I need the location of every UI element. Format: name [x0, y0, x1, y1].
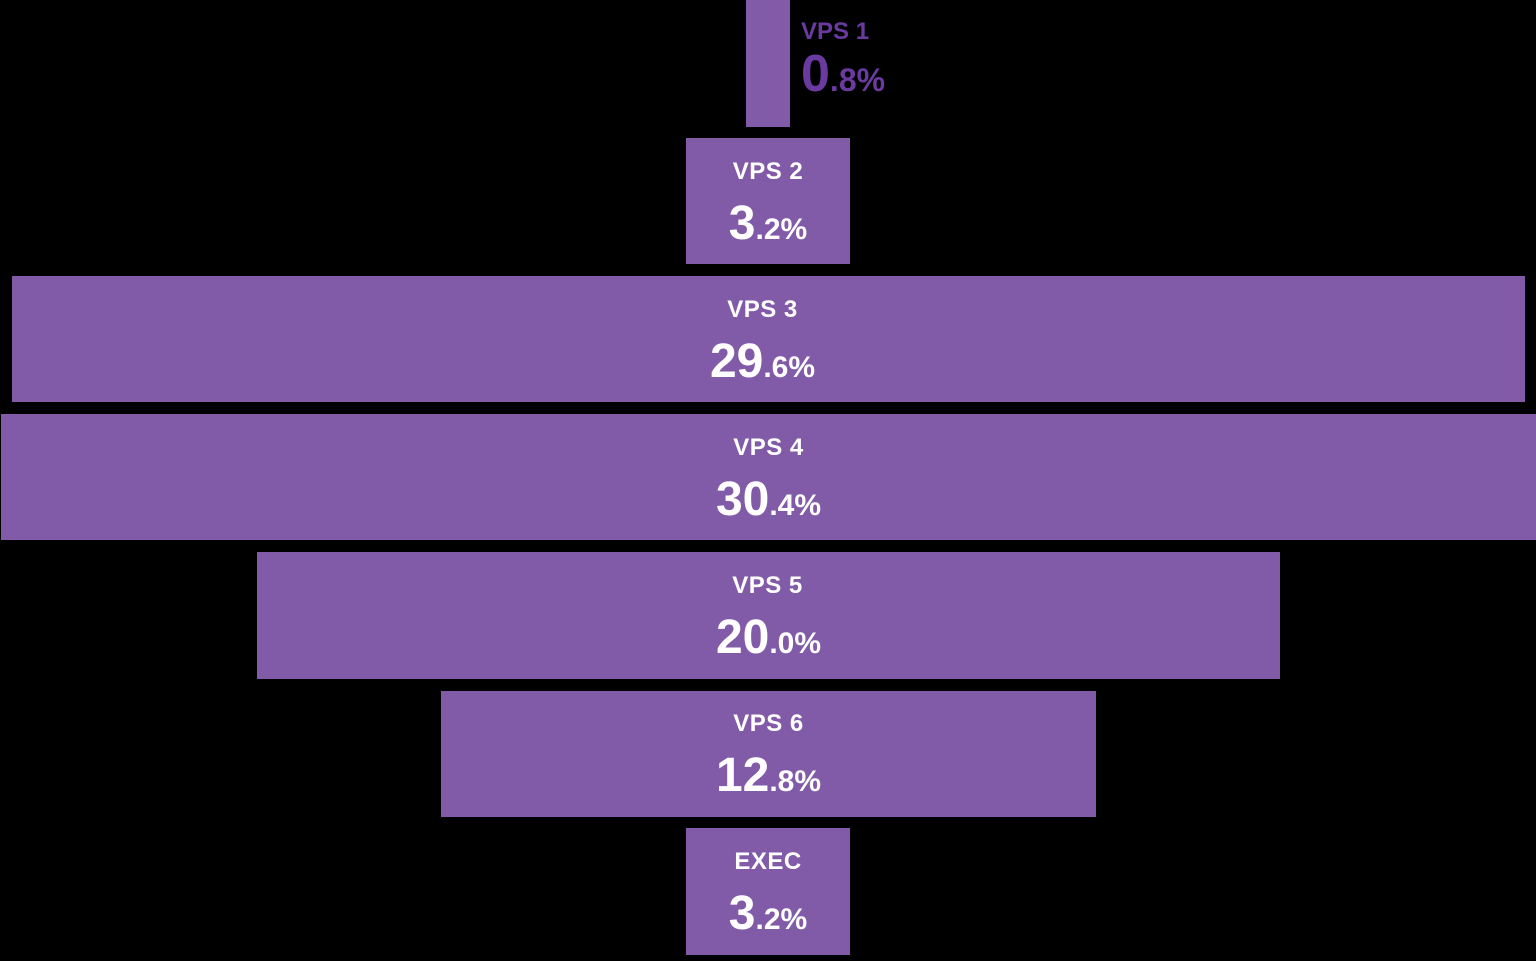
bar-vps5: VPS 5 20.0% — [257, 552, 1280, 679]
value-label: 3.2% — [728, 197, 808, 250]
category-name: VPS 4 — [733, 434, 804, 461]
bar-vps4: VPS 4 30.4% — [1, 414, 1536, 540]
bar-vps1 — [746, 0, 790, 127]
bar-exec: EXEC 3.2% — [686, 828, 850, 955]
value-label: 0.8% — [801, 45, 886, 103]
value-label: 3.2% — [728, 887, 808, 940]
category-name: EXEC — [734, 848, 802, 875]
category-name: VPS 5 — [732, 572, 803, 599]
category-name: VPS 6 — [733, 710, 804, 737]
value-label: 30.4% — [715, 473, 822, 526]
bar-vps6: VPS 6 12.8% — [441, 691, 1096, 817]
label-vps1: VPS 1 0.8% — [801, 18, 885, 106]
category-name: VPS 1 — [801, 18, 870, 45]
category-name: VPS 2 — [732, 158, 804, 185]
value-label: 20.0% — [715, 611, 822, 664]
value-label: 12.8% — [715, 749, 822, 802]
bar-vps2: VPS 2 3.2% — [686, 138, 850, 264]
category-name: VPS 3 — [727, 296, 798, 323]
bar-vps3: VPS 3 29.6% — [12, 276, 1525, 402]
value-label: 29.6% — [709, 335, 816, 388]
